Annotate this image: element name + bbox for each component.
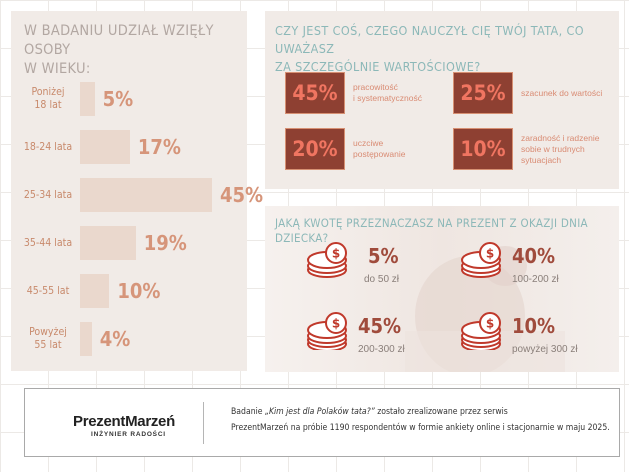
age-label-line: Poniżej <box>31 86 65 98</box>
values-title-line: CZY JEST COŚ, CZEGO NAUCZYŁ CIĘ TWÓJ TAT… <box>275 23 585 56</box>
age-label-line: 35-44 lata <box>23 236 73 249</box>
value-description-line: uczciwe <box>353 138 384 148</box>
values-title: CZY JEST COŚ, CZEGO NAUCZYŁ CIĘ TWÓJ TAT… <box>275 22 615 76</box>
coin-stack-icon: $ <box>307 312 347 350</box>
footer-divider <box>203 402 204 444</box>
value-percent-box: 45% <box>285 72 345 114</box>
value-description-line: postępowanie <box>353 149 406 159</box>
svg-text:$: $ <box>332 317 340 331</box>
brand-tagline: INŻYNIER RADOŚCI <box>91 431 166 438</box>
age-bar-value: 17% <box>137 135 181 159</box>
svg-text:$: $ <box>332 247 340 261</box>
value-percent-box: 20% <box>285 128 345 170</box>
age-bar-value: 19% <box>143 231 187 255</box>
age-bar <box>80 322 92 356</box>
age-bar-value: 4% <box>99 327 131 351</box>
footer-line-2: PrezentMarzeń na próbie 1190 respondentó… <box>231 423 610 433</box>
footer-line-1: Badanie „Kim jest dla Polaków tata?” zos… <box>231 407 611 418</box>
value-description-line: sobie w trudnych <box>521 143 585 154</box>
svg-text:$: $ <box>486 247 494 261</box>
coin-stack-icon: $ <box>307 242 347 278</box>
age-label-line: Powyżej <box>29 326 67 338</box>
footer-line-1-prefix: Badanie <box>231 407 265 417</box>
gift-title: JAKĄ KWOTĘ PRZEZNACZASZ NA PREZENT Z OKA… <box>275 216 588 245</box>
age-label: Powyżej 55 lat <box>18 326 78 352</box>
age-chart-title-line: W WIEKU: <box>24 61 91 77</box>
value-description-line: zaradność i radzenie <box>521 132 600 143</box>
age-label-line: 18 lat <box>34 99 62 111</box>
age-bar <box>80 274 110 308</box>
age-label: 35-44 lata <box>18 237 78 250</box>
value-description: pracowitość i systematyczność <box>353 82 422 104</box>
age-bar-value: 5% <box>102 87 134 111</box>
value-percent-box: 10% <box>453 128 513 170</box>
gift-percent: 40% <box>512 244 556 268</box>
gift-percent: 45% <box>358 314 402 338</box>
age-bar <box>80 178 212 212</box>
footer-line-1-suffix: zostało zrealizowane przez serwis <box>374 407 508 417</box>
gift-percent: 5% <box>368 244 399 268</box>
brand-logo: PrezentMarzeń <box>73 413 175 430</box>
age-chart-title-line: W BADANIU UDZIAŁ WZIĘŁY OSOBY <box>24 23 214 58</box>
value-description: uczciwe postępowanie <box>353 138 405 160</box>
value-description-line: szacunek do wartości <box>521 87 603 98</box>
age-label-line: 25-34 lata <box>23 188 73 201</box>
svg-text:$: $ <box>486 317 494 331</box>
gift-percent: 10% <box>512 314 556 338</box>
age-label-line: 18-24 lata <box>23 140 73 153</box>
age-label: 18-24 lata <box>18 141 78 154</box>
value-percent-box: 25% <box>453 72 513 114</box>
value-description-line: i systematyczność <box>353 93 422 103</box>
age-bar <box>80 130 130 164</box>
age-label-line: 45-55 lat <box>26 284 70 297</box>
gift-range: powyżej 300 zł <box>512 344 578 355</box>
survey-name: „Kim jest dla Polaków tata?” <box>264 407 375 417</box>
gift-range: 200-300 zł <box>358 344 405 355</box>
value-description-line: sytuacjach <box>521 154 562 165</box>
footer: PrezentMarzeń INŻYNIER RADOŚCI Badanie „… <box>24 388 620 457</box>
coin-stack-icon: $ <box>461 312 501 350</box>
age-bar <box>80 226 136 260</box>
age-bar-value: 10% <box>117 279 161 303</box>
value-description-line: pracowitość <box>353 82 398 92</box>
age-chart-title: W BADANIU UDZIAŁ WZIĘŁY OSOBY W WIEKU: <box>24 22 224 79</box>
coin-stack-icon: $ <box>461 242 501 278</box>
value-description: zaradność i radzenie sobie w trudnych sytu… <box>521 133 599 166</box>
gift-range: 100-200 zł <box>512 274 559 285</box>
age-label-line: 55 lat <box>34 339 62 351</box>
age-label: Poniżej 18 lat <box>18 86 78 112</box>
age-label: 25-34 lata <box>18 189 78 202</box>
gift-range: do 50 zł <box>364 274 400 285</box>
age-bar-value: 45% <box>220 183 264 207</box>
value-description: szacunek do wartości <box>521 88 602 99</box>
age-label: 45-55 lat <box>18 285 78 298</box>
age-bar <box>80 82 95 116</box>
values-title-line: ZA SZCZEGÓLNIE WARTOŚCIOWE? <box>275 59 481 74</box>
